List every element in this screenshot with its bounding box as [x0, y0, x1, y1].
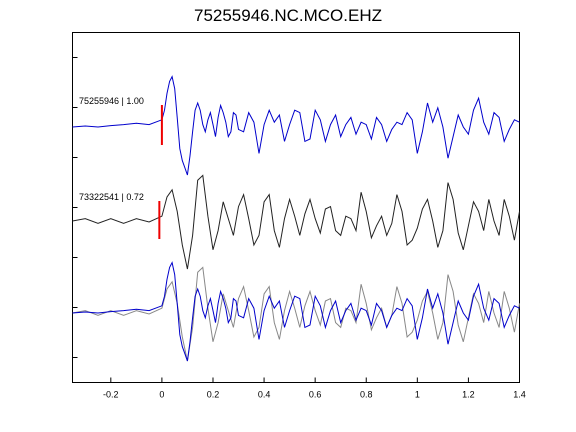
- overlay-primary-line: [72, 261, 520, 362]
- chart-title: 75255946.NC.MCO.EHZ: [193, 6, 383, 25]
- plot-frame: [72, 32, 520, 383]
- x-tick-label: 0.6: [309, 390, 322, 400]
- x-tick-label: -0.2: [103, 390, 119, 400]
- x-tick-label: 1.2: [462, 390, 475, 400]
- y-axis: [72, 57, 78, 358]
- trace-secondary-line: [72, 174, 520, 270]
- trace-primary-line: [72, 75, 520, 176]
- trace-label-secondary: 73322541 | 0.72: [79, 192, 144, 202]
- overlay-secondary-line: [72, 266, 520, 362]
- x-tick-label: 0: [159, 390, 164, 400]
- x-axis: -0.2 0 0.2 0.4 0.6 0.8 1 1.2 1.4: [103, 377, 526, 400]
- trace-label-primary: 75255946 | 1.00: [79, 96, 144, 106]
- x-tick-label: 0.4: [258, 390, 271, 400]
- x-tick-label: 0.2: [207, 390, 220, 400]
- x-tick-label: 1: [415, 390, 420, 400]
- trace-labels: 75255946 | 1.00 73322541 | 0.72: [79, 96, 144, 202]
- x-tick-label: 0.8: [360, 390, 373, 400]
- traces-group: [72, 75, 520, 362]
- x-tick-label: 1.4: [513, 390, 526, 400]
